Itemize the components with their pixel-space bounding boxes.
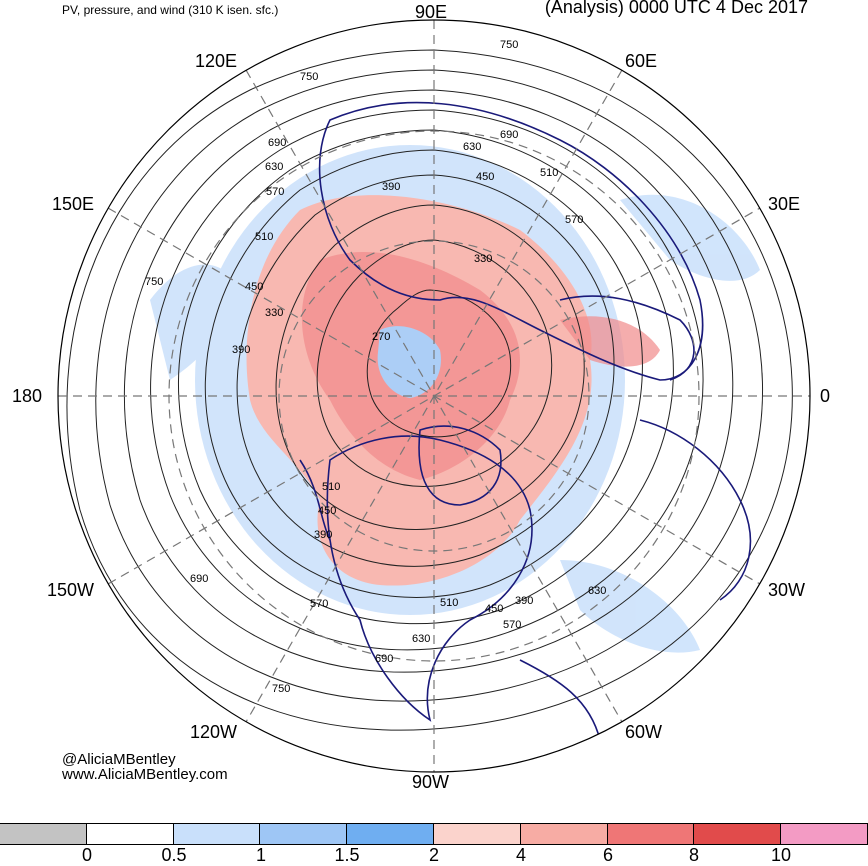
north-america-coast: [326, 435, 533, 722]
contour-label: 630: [265, 161, 283, 173]
contour-label: 690: [375, 653, 393, 665]
contour-label: 390: [232, 344, 250, 356]
contour-label: 510: [440, 597, 458, 609]
contour-label: 510: [255, 231, 273, 243]
contour-line: [204, 149, 643, 598]
lon-label-150e: 150E: [52, 194, 95, 214]
contour-label: 570: [503, 619, 521, 631]
contour-label: 630: [412, 633, 430, 645]
contour-label: 690: [500, 129, 518, 141]
pv-blue-atlantic: [560, 560, 700, 653]
map-layers: [58, 20, 810, 772]
contour-label: 690: [268, 137, 286, 149]
lon-label-120e: 120E: [195, 51, 238, 71]
pv-red-europe: [560, 316, 660, 367]
contour-label: 450: [476, 171, 494, 183]
lon-label-30w: 30W: [768, 580, 806, 600]
contour-label: 570: [266, 186, 284, 198]
contour-label: 630: [588, 585, 606, 597]
graticule: [58, 20, 810, 772]
contour-label: 570: [310, 598, 328, 610]
polar-map: 750 690 630 570 510 450 390 330 270 750 …: [57, 19, 811, 773]
legend-label: 1.5: [334, 845, 360, 865]
lon-label-180: 180: [12, 386, 43, 406]
contour-label: 750: [145, 276, 163, 288]
legend-label: 10: [770, 845, 792, 865]
legend-label: 2: [428, 845, 440, 865]
lon-label-0: 0: [820, 386, 831, 406]
legend-swatch: [85, 823, 174, 845]
contour-label: 270: [372, 331, 390, 343]
contour-line: [95, 69, 764, 702]
contour-label: 330: [265, 307, 283, 319]
contour-line: [66, 49, 793, 731]
chart-subtitle: PV, pressure, and wind (310 K isen. sfc.…: [62, 3, 279, 17]
europe-coast: [559, 295, 695, 381]
legend-label: 0: [81, 845, 93, 865]
legend-swatch: [172, 823, 261, 845]
legend-label: 8: [688, 845, 700, 865]
legend-swatch: [780, 823, 868, 845]
alaska-coast: [299, 459, 331, 541]
lon-label-120w: 120W: [190, 722, 238, 742]
pv-blue-north-atlantic: [620, 194, 760, 281]
lon-label-60w: 60W: [625, 722, 663, 742]
contour-label: 750: [300, 71, 318, 83]
contour-label: 330: [474, 253, 492, 265]
coastlines: [299, 101, 752, 772]
lon-label-30e: 30E: [768, 194, 801, 214]
contour-label: 390: [515, 595, 533, 607]
legend-swatch: [346, 823, 434, 845]
contour-label: 510: [540, 167, 558, 179]
contour-label: 570: [565, 214, 583, 226]
pressure-contours: [66, 49, 793, 731]
pv-blue-core: [377, 326, 441, 398]
lon-label-90w: 90W: [412, 772, 450, 792]
contour-labels: 750 690 630 570 510 450 390 330 270 750 …: [145, 39, 606, 695]
contour-label: 630: [463, 141, 481, 153]
lon-label-150w: 150W: [47, 580, 95, 600]
pv-shading: [150, 145, 760, 653]
contour-label: 450: [318, 505, 336, 517]
greenland-coast: [418, 425, 502, 506]
contour-line: [150, 109, 704, 651]
contour-line: [177, 129, 674, 625]
meridian-line: [245, 69, 623, 723]
africa-coast: [639, 419, 752, 601]
legend-swatch: [259, 823, 348, 845]
lon-label-90e: 90E: [415, 2, 448, 22]
chart-title: (Analysis) 0000 UTC 4 Dec 2017: [544, 0, 808, 17]
credit-website: www.AliciaMBentley.com: [62, 766, 228, 783]
contour-line: [123, 89, 734, 673]
legend-swatch: [0, 823, 87, 845]
legend-label: 1: [255, 845, 267, 865]
legend-swatch: [519, 823, 608, 845]
contour-label: 390: [314, 529, 332, 541]
contour-label: 750: [500, 39, 518, 51]
contour-line: [366, 289, 512, 438]
legend-label: 0.5: [161, 845, 187, 865]
credit-handle: @AliciaMBentley: [62, 751, 176, 768]
contour-label: 450: [245, 281, 263, 293]
contour-label: 450: [485, 603, 503, 615]
legend-swatch: [606, 823, 695, 845]
color-legend: [0, 823, 868, 845]
eurasia-coast: [318, 101, 704, 381]
contour-label: 690: [190, 573, 208, 585]
contour-label: 510: [322, 481, 340, 493]
legend-swatch: [693, 823, 782, 845]
lon-label-60e: 60E: [625, 51, 658, 71]
legend-label: 6: [602, 845, 614, 865]
legend-swatch: [432, 823, 521, 845]
map-boundary: [57, 19, 811, 773]
legend-label: 4: [515, 845, 527, 865]
contour-label: 390: [382, 181, 400, 193]
contour-label: 750: [272, 683, 290, 695]
contour-line: [316, 239, 553, 487]
contour-line: [275, 204, 585, 531]
